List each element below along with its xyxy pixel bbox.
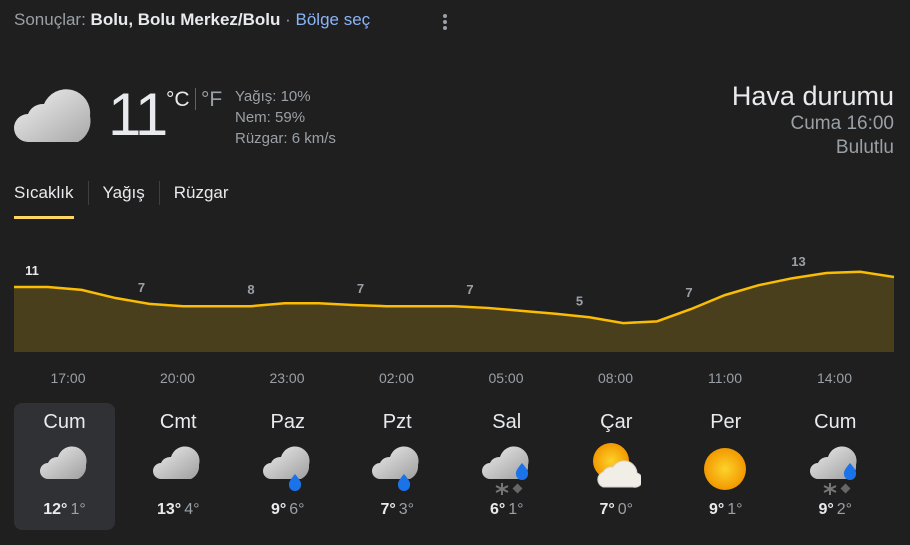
temperature-label: 13 (791, 254, 805, 269)
chart-tabs: Sıcaklık Yağış Rüzgar (14, 181, 229, 219)
weather-condition: Bulutlu (835, 137, 894, 158)
time-label: 11:00 (708, 370, 742, 386)
high-temp: 9° (270, 501, 287, 518)
low-temp: 2° (836, 501, 853, 518)
day-name: Per (710, 411, 742, 433)
tab-wind[interactable]: Rüzgar (173, 183, 229, 202)
temperature-label: 8 (247, 282, 254, 297)
day-5[interactable]: Çar 7° 0° (562, 403, 672, 530)
temperature-label: 7 (138, 280, 145, 295)
weather-title: Hava durumu (731, 81, 894, 111)
day-temps: 13° 4° (124, 501, 234, 519)
low-temp: 4° (184, 501, 200, 518)
precipitation: Yağış: 10% (235, 88, 311, 105)
current-temperature: 11 (108, 81, 168, 148)
humidity: Nem: 59% (235, 109, 306, 126)
separator: · (280, 10, 296, 29)
weather-summary: Hava durumu Cuma 16:00 Bulutlu (732, 80, 894, 160)
day-temps: 9° 1° (671, 501, 781, 519)
low-temp: 1° (70, 501, 86, 518)
high-temp: 7° (380, 501, 396, 518)
day-temps: 7° 0° (562, 501, 672, 519)
day-temps: 7° 3° (343, 501, 453, 519)
tab-divider (87, 181, 89, 205)
time-label: 20:00 (160, 370, 195, 386)
high-temp: 13° (157, 501, 182, 518)
unit-divider (195, 88, 196, 110)
cloudy-icon (14, 86, 94, 147)
chart-area (14, 271, 894, 352)
partly-cloudy-icon (562, 439, 672, 499)
time-label: 05:00 (488, 370, 523, 386)
high-temp: 9° (818, 501, 834, 518)
low-temp: 3° (398, 501, 415, 518)
high-temp: 9° (708, 501, 725, 518)
low-temp: 1° (727, 501, 743, 518)
unit-fahrenheit[interactable]: °F (201, 88, 223, 111)
sunny-icon (671, 439, 781, 499)
wind: Rüzgar: 6 km/s (235, 130, 336, 147)
day-name: Cum (43, 411, 86, 433)
high-temp: 7° (599, 501, 615, 518)
day-7[interactable]: Cum 9° 2° (781, 403, 891, 530)
unit-celsius[interactable]: °C (166, 88, 190, 111)
day-0[interactable]: Cum 12° 1° (14, 403, 115, 530)
time-label: 14:00 (817, 370, 852, 386)
day-temps: 9° 6° (233, 501, 343, 519)
time-label: 08:00 (598, 370, 633, 386)
chart-line (14, 270, 895, 325)
weather-time: Cuma 16:00 (790, 113, 894, 134)
results-header: Sonuçlar: Bolu, Bolu Merkez/Bolu · Bölge… (14, 10, 370, 30)
tab-divider (158, 181, 160, 205)
current-details: Yağış: 10% Nem: 59% Rüzgar: 6 km/s (235, 86, 336, 149)
day-name: Sal (492, 411, 522, 433)
daily-forecast: Cum 12° 1° Cmt 13° 4° Paz 9° 6° Pzt 7° 3° Sal 6°… (14, 403, 890, 530)
location-name: Bolu, Bolu Merkez/Bolu (90, 10, 281, 29)
day-2[interactable]: Paz 9° 6° (233, 403, 343, 530)
day-4[interactable]: Sal 6° 1° (452, 403, 562, 530)
temperature-label: 5 (576, 293, 583, 308)
day-name: Paz (270, 411, 305, 433)
temperature-label: 7 (357, 281, 364, 296)
day-temps: 6° 1° (452, 501, 562, 519)
high-temp: 6° (489, 501, 506, 518)
temperature-label: 11 (25, 263, 39, 278)
day-6[interactable]: Per 9° 1° (671, 403, 781, 530)
day-temps: 12° 1° (14, 501, 115, 519)
rain-icon (233, 439, 343, 499)
results-prefix: Sonuçlar: (14, 10, 91, 29)
sleet-icon (781, 439, 891, 499)
high-temp: 12° (43, 501, 68, 518)
temperature-label: 7 (466, 282, 473, 297)
time-label: 02:00 (379, 370, 414, 386)
temperature-label: 7 (685, 285, 692, 300)
cloudy-icon (14, 439, 115, 499)
time-label: 23:00 (269, 370, 304, 386)
day-3[interactable]: Pzt 7° 3° (343, 403, 453, 530)
day-temps: 9° 2° (781, 501, 891, 519)
sleet-icon (452, 439, 562, 499)
low-temp: 6° (289, 501, 305, 518)
day-name: Cum (814, 411, 857, 433)
time-label: 17:00 (50, 370, 85, 386)
day-1[interactable]: Cmt 13° 4° (124, 403, 234, 530)
cloudy-icon (124, 439, 234, 499)
low-temp: 0° (617, 501, 634, 518)
select-region-link[interactable]: Bölge seç (295, 10, 371, 29)
rain-icon (343, 439, 453, 499)
day-name: Çar (600, 411, 633, 433)
tab-precipitation[interactable]: Yağış (102, 183, 145, 202)
more-vert-icon[interactable] (437, 12, 453, 32)
tab-temperature[interactable]: Sıcaklık (14, 181, 74, 219)
temperature-chart[interactable]: 11 7 8 7 7 5 7 13 17:00 20:00 23:00 02:00 05:00 08:00… (0, 240, 910, 390)
low-temp: 1° (508, 501, 524, 518)
day-name: Cmt (159, 411, 197, 433)
day-name: Pzt (382, 411, 412, 433)
